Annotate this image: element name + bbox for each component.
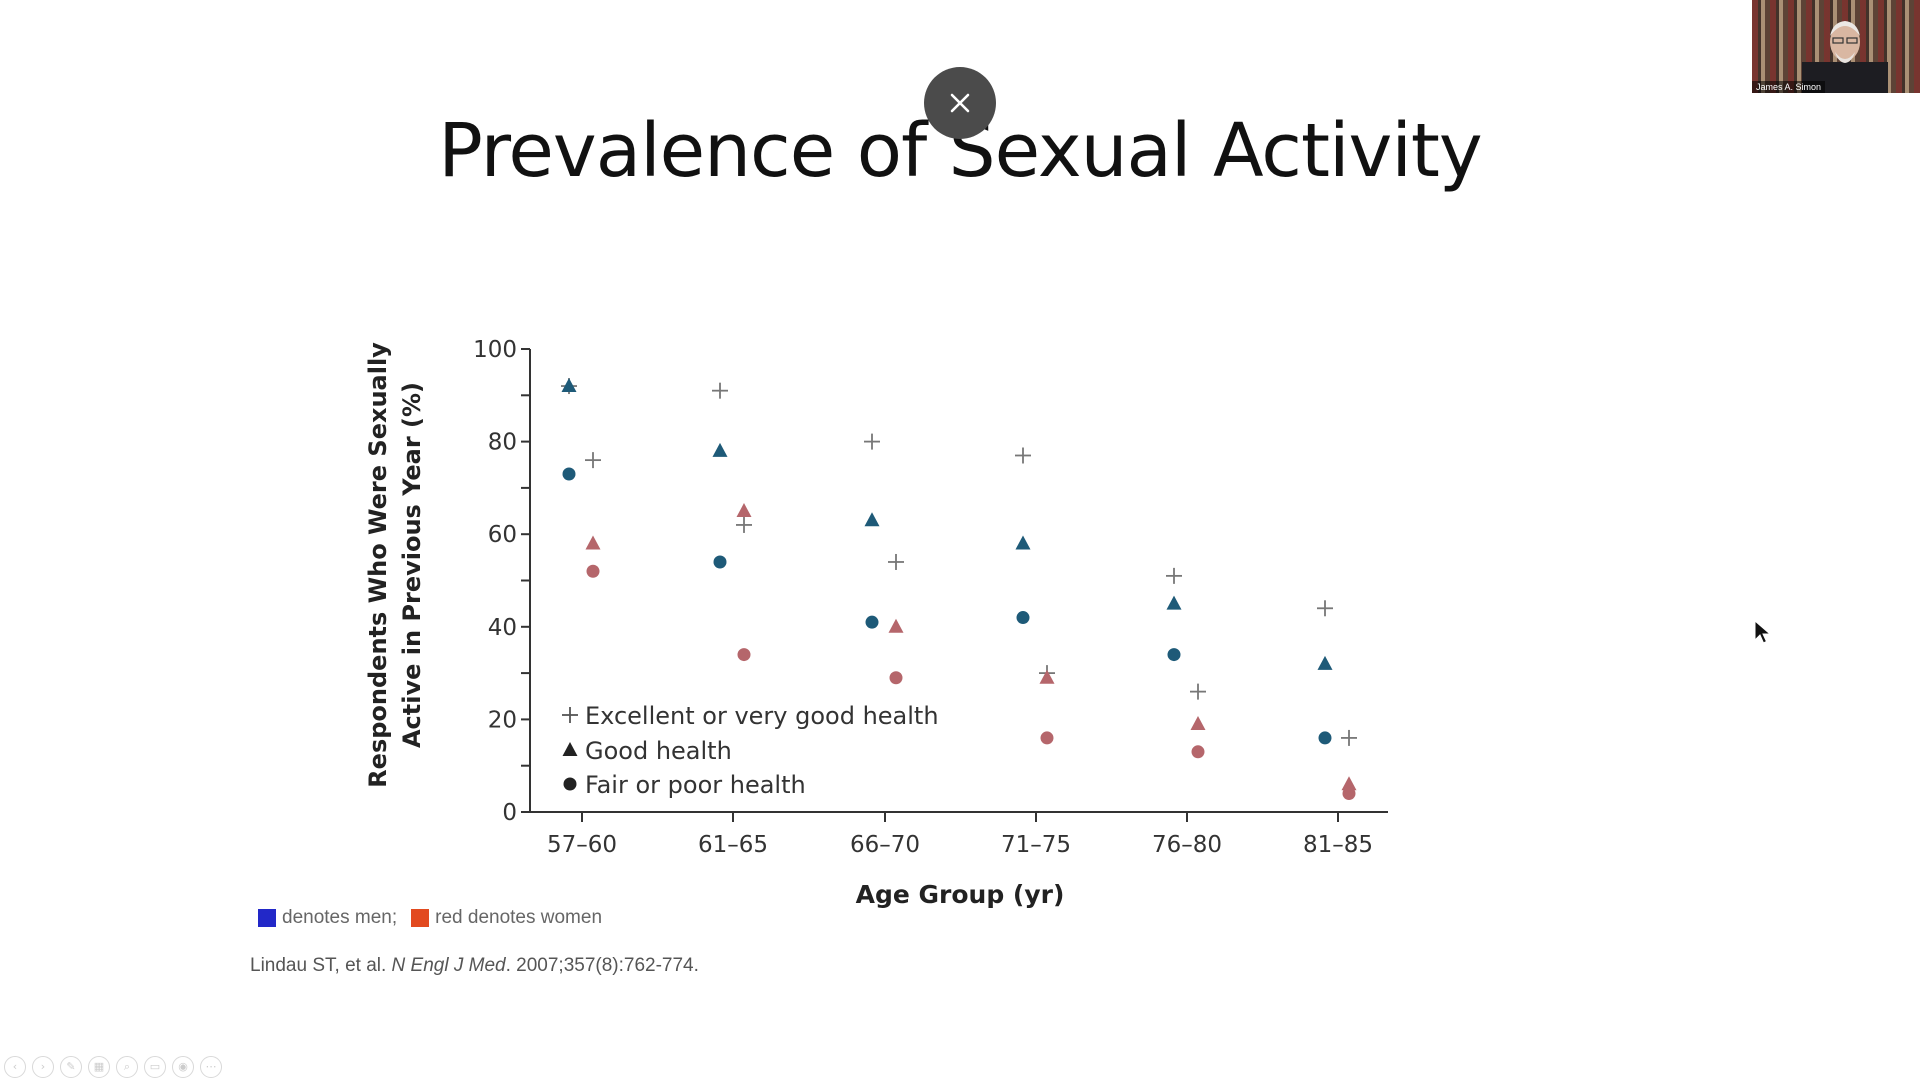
data-point-men-triangle: [1015, 535, 1031, 550]
women-color-swatch: [411, 909, 430, 927]
citation-details: . 2007;357(8):762-774.: [505, 955, 699, 976]
data-point-women-circle: [889, 671, 903, 685]
data-point-men-plus: [1166, 567, 1182, 584]
data-point-men-circle: [562, 467, 576, 481]
previous-slide-icon[interactable]: ‹: [4, 1056, 26, 1078]
legend-label: Excellent or very good health: [585, 702, 939, 730]
data-point-men-triangle: [864, 512, 880, 527]
data-point-women-triangle: [1341, 776, 1357, 791]
y-axis-label-line2: Active in Previous Year (%): [398, 382, 426, 748]
data-point-men-plus: [1015, 447, 1031, 464]
men-color-swatch: [258, 909, 276, 927]
x-tick-label: 71–75: [1001, 832, 1071, 858]
mouse-cursor-icon: [1754, 620, 1772, 644]
citation-journal: N Engl J Med: [391, 955, 506, 976]
data-point-women-circle: [1191, 745, 1205, 759]
data-point-women-triangle: [888, 618, 904, 633]
legend-label: Good health: [585, 737, 732, 765]
data-point-men-circle: [1318, 731, 1332, 745]
women-note-text: red denotes women: [435, 907, 603, 928]
data-point-women-triangle: [736, 503, 752, 518]
data-point-women-triangle: [1039, 669, 1055, 684]
x-tick-label: 66–70: [850, 832, 920, 858]
y-axis-label-line1: Respondents Who Were Sexually: [364, 342, 392, 788]
x-tick-label: 61–65: [698, 832, 768, 858]
y-tick-label: 20: [488, 707, 517, 733]
slides-grid-icon[interactable]: ▦: [88, 1056, 110, 1078]
data-point-women-circle: [737, 648, 751, 662]
legend-marker-plus: [562, 707, 578, 723]
citation: Lindau ST, et al. N Engl J Med. 2007;357…: [250, 955, 699, 977]
data-point-women-triangle: [585, 535, 601, 550]
y-tick-label: 0: [502, 800, 517, 826]
x-tick-label: 81–85: [1303, 832, 1373, 858]
chart-legend: Excellent or very good health Good health…: [562, 702, 939, 799]
close-icon: [950, 93, 970, 113]
men-note-text: denotes men;: [282, 907, 398, 928]
x-tick-label: 57–60: [547, 832, 617, 858]
zoom-icon[interactable]: ⌕: [116, 1056, 138, 1078]
data-point-women-plus: [736, 516, 752, 533]
data-point-men-triangle: [712, 442, 728, 457]
data-point-men-plus: [864, 433, 880, 450]
participant-video-thumbnail[interactable]: James A. Simon: [1752, 0, 1920, 93]
data-point-women-plus: [1341, 729, 1357, 746]
data-point-men-triangle: [1317, 655, 1333, 670]
more-options-icon[interactable]: ⋯: [200, 1056, 222, 1078]
close-button[interactable]: [924, 67, 996, 139]
legend-marker-triangle: [562, 742, 578, 756]
data-point-men-circle: [1167, 648, 1181, 662]
data-point-women-circle: [586, 564, 600, 578]
y-tick-label: 100: [473, 337, 517, 363]
citation-authors: Lindau ST, et al.: [250, 955, 387, 976]
data-point-women-plus: [585, 452, 601, 469]
chart-marks: [561, 378, 1357, 800]
data-point-men-circle: [865, 615, 879, 629]
data-point-men-circle: [713, 555, 727, 569]
data-point-women-plus: [888, 553, 904, 570]
pen-icon[interactable]: ✎: [60, 1056, 82, 1078]
x-tick-label: 76–80: [1152, 832, 1222, 858]
next-slide-icon[interactable]: ›: [32, 1056, 54, 1078]
chart-axes: 0 20 40 60 80 100 57–60 61–65 66–70 71–75 76–80 81–…: [473, 337, 1388, 858]
color-legend-note: denotes men; red denotes women: [258, 907, 602, 929]
camera-icon[interactable]: ◉: [172, 1056, 194, 1078]
y-tick-label: 60: [488, 522, 517, 548]
legend-label: Fair or poor health: [585, 771, 806, 799]
participant-name: James A. Simon: [1752, 81, 1826, 93]
data-point-men-plus: [1317, 600, 1333, 617]
y-tick-label: 80: [488, 430, 517, 456]
subtitles-icon[interactable]: ▭: [144, 1056, 166, 1078]
data-point-women-circle: [1342, 786, 1356, 800]
data-point-men-triangle: [561, 378, 577, 393]
y-tick-label: 40: [488, 615, 517, 641]
data-point-men-plus: [712, 382, 728, 399]
data-point-men-circle: [1016, 611, 1030, 625]
data-point-women-triangle: [1190, 716, 1206, 731]
legend-marker-circle: [563, 777, 577, 791]
data-point-women-plus: [1190, 683, 1206, 700]
x-axis-label: Age Group (yr): [856, 880, 1065, 909]
data-point-men-triangle: [1166, 595, 1182, 610]
data-point-women-circle: [1040, 731, 1054, 745]
slide-controls-toolbar: ‹ › ✎ ▦ ⌕ ▭ ◉ ⋯: [4, 1056, 222, 1078]
